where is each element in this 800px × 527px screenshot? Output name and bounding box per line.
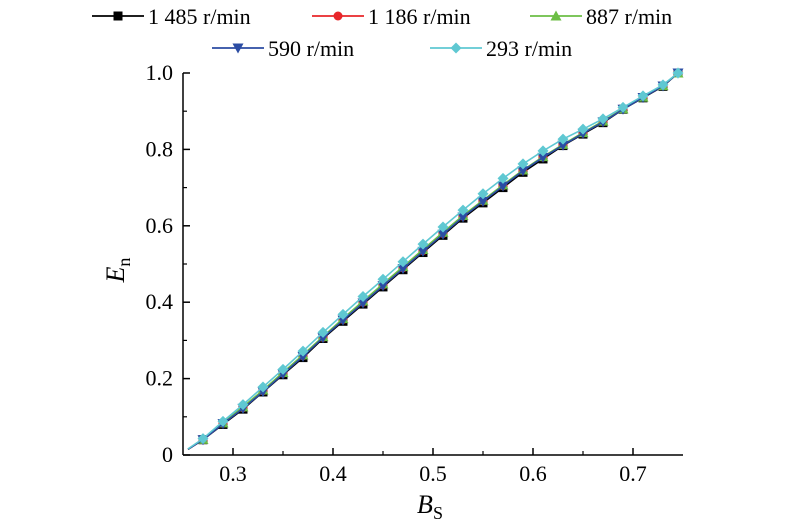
data-point [497, 172, 509, 184]
data-point [397, 256, 409, 268]
legend-label: 1 485 r/min [148, 4, 251, 29]
legend-marker [450, 42, 462, 54]
x-tick-label: 0.6 [519, 461, 547, 486]
legend-item: 590 r/min [212, 36, 354, 61]
legend-label: 1 186 r/min [368, 4, 471, 29]
legend-marker [113, 11, 123, 21]
data-point [437, 229, 449, 240]
legend-label: 590 r/min [268, 36, 354, 61]
data-point [557, 133, 569, 145]
data-point [237, 399, 249, 411]
data-point [637, 90, 649, 102]
data-point [437, 221, 449, 233]
data-point [397, 264, 409, 275]
series-293-r-min [187, 67, 684, 450]
data-point [517, 166, 529, 177]
data-point [377, 273, 389, 285]
y-tick-label: 0.6 [146, 213, 174, 238]
x-tick-label: 0.3 [219, 461, 247, 486]
data-point [657, 79, 669, 91]
data-point [497, 181, 509, 192]
legend-item: 1 485 r/min [92, 4, 251, 29]
data-point [257, 381, 269, 393]
y-tick-label: 0.8 [146, 136, 174, 161]
data-point [672, 67, 684, 79]
x-axis-label: BS [417, 490, 443, 523]
data-point [217, 415, 229, 427]
series-590-r-min [187, 68, 684, 450]
data-point [457, 212, 469, 223]
data-point [337, 308, 349, 320]
data-point [457, 204, 469, 216]
legend-marker [232, 43, 244, 54]
data-point [197, 433, 209, 445]
axes: 0 0.2 0.4 0.6 0.8 1.0 0.3 0.4 0.5 0.6 0.7 [146, 60, 683, 486]
data-point [477, 196, 489, 207]
legend-item: 293 r/min [430, 36, 572, 61]
data-point [297, 345, 309, 357]
data-point [377, 281, 389, 292]
legend-marker [550, 10, 562, 21]
plot-area [187, 67, 684, 450]
data-point [537, 145, 549, 157]
data-point [277, 363, 289, 375]
legend-marker [333, 11, 343, 21]
data-point [357, 298, 369, 309]
legend-item: 1 186 r/min [312, 4, 471, 29]
data-point [357, 290, 369, 302]
data-point [597, 113, 609, 125]
y-tick-label: 0 [162, 442, 173, 467]
data-point [477, 188, 489, 200]
data-point [537, 152, 549, 163]
legend-item: 887 r/min [530, 4, 672, 29]
legend-label: 887 r/min [586, 4, 672, 29]
y-tick-label: 0.4 [146, 289, 174, 314]
data-point [517, 158, 529, 170]
data-point [417, 238, 429, 250]
legend: 1 485 r/min 1 186 r/min 887 r/min 590 r/min… [92, 4, 672, 61]
x-tick-label: 0.5 [419, 461, 447, 486]
data-point [337, 315, 349, 326]
y-axis-label: En [101, 258, 134, 284]
data-point [557, 140, 569, 151]
legend-label: 293 r/min [486, 36, 572, 61]
y-tick-label: 0.2 [146, 366, 174, 391]
y-tick-label: 1.0 [146, 60, 174, 85]
x-tick-label: 0.7 [619, 461, 647, 486]
data-point [617, 101, 629, 113]
data-point [577, 123, 589, 135]
x-tick-label: 0.4 [319, 461, 347, 486]
data-point [417, 246, 429, 257]
data-point [317, 326, 329, 338]
